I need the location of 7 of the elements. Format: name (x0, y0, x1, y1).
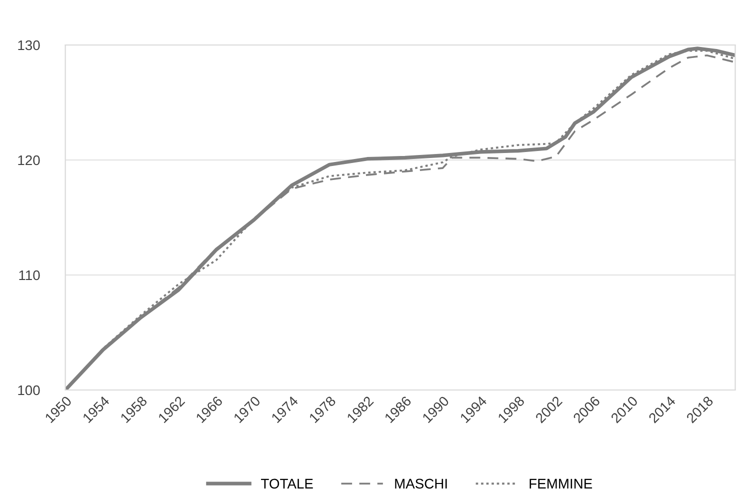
legend-label: MASCHI (395, 478, 447, 489)
y-tick-label: 100 (18, 385, 40, 396)
legend-label: TOTALE (261, 478, 313, 489)
y-tick-label: 110 (19, 270, 40, 280)
legend-label: FEMMINE (530, 478, 592, 488)
y-tick-label: 130 (18, 40, 40, 50)
y-tick-label: 120 (18, 155, 40, 166)
